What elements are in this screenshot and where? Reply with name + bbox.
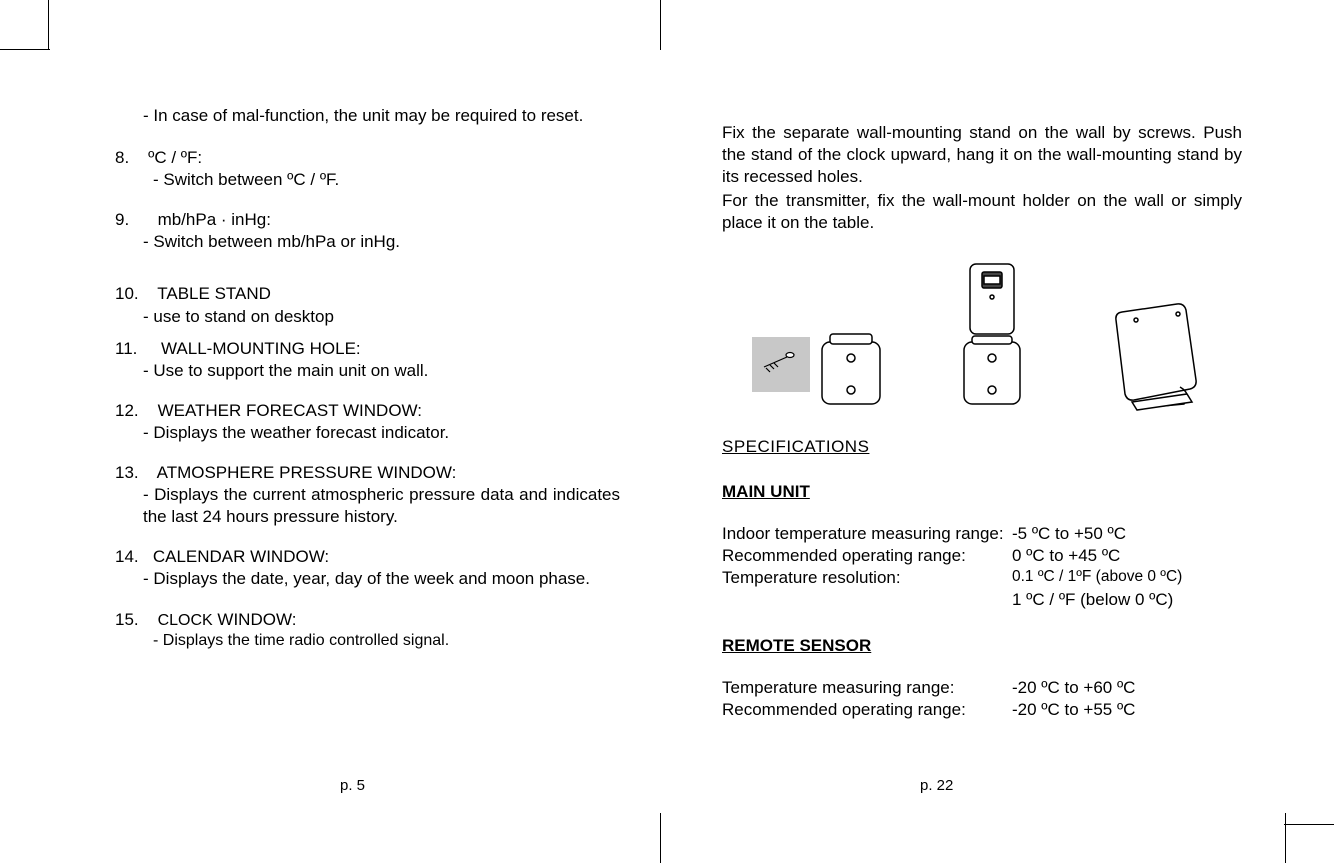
item-13-num: 13.: [115, 463, 139, 482]
item-10-sub: - use to stand on desktop: [143, 307, 334, 326]
unit-on-stand-icon: [1092, 302, 1212, 412]
spec-row: Temperature measuring range: -20 ºC to +…: [722, 677, 1242, 699]
content-left: - In case of mal-function, the unit may …: [115, 105, 620, 670]
spec-label: Temperature resolution:: [722, 567, 1012, 589]
page-right: Fix the separate wall-mounting stand on …: [660, 0, 1334, 863]
spec-value: 0.1 ºC / 1ºF (above 0 ºC): [1012, 567, 1242, 589]
spec-value: -5 ºC to +50 ºC: [1012, 523, 1242, 545]
item-11-sub: - Use to support the main unit on wall.: [143, 361, 428, 380]
spec-label: Indoor temperature measuring range:: [722, 523, 1012, 545]
crop-mark-br-v: [1285, 813, 1286, 863]
spec-row: Recommended operating range: -20 ºC to +…: [722, 699, 1242, 721]
item-12-sub: - Displays the weather forecast indicato…: [143, 423, 449, 442]
spec-label: [722, 589, 1012, 611]
page-left: - In case of mal-function, the unit may …: [0, 0, 660, 863]
spec-value: -20 ºC to +60 ºC: [1012, 677, 1242, 699]
remote-sensor-heading: REMOTE SENSOR: [722, 635, 1242, 657]
item-15-sub: - Displays the time radio controlled sig…: [153, 632, 449, 649]
spec-label: Temperature measuring range:: [722, 677, 1012, 699]
spec-value: 1 ºC / ºF (below 0 ºC): [1012, 589, 1242, 611]
page-number-right: p. 22: [920, 776, 953, 796]
item-13-sub: - Displays the current atmospheric press…: [143, 485, 620, 526]
spec-value: 0 ºC to +45 ºC: [1012, 545, 1242, 567]
item-11-num: 11.: [115, 339, 137, 358]
item-8-num: 8.: [115, 148, 129, 167]
item-15-title-b: WINDOW:: [213, 610, 297, 629]
item-14-title: CALENDAR WINDOW:: [153, 547, 329, 566]
item-10-num: 10.: [115, 284, 139, 303]
item-12-num: 12.: [115, 401, 139, 420]
item-14-sub: - Displays the date, year, day of the we…: [143, 569, 590, 588]
reset-note: - In case of mal-function, the unit may …: [143, 106, 583, 125]
main-unit-heading: MAIN UNIT: [722, 481, 1242, 503]
item-9-num: 9.: [115, 210, 129, 229]
item-11-title: WALL-MOUNTING HOLE:: [161, 339, 361, 358]
item-15-title-a: CLOCK: [158, 612, 213, 629]
item-13-title: ATMOSPHERE PRESSURE WINDOW:: [157, 463, 457, 482]
mounting-para-2: For the transmitter, fix the wall-mount …: [722, 190, 1242, 234]
mounting-para-1: Fix the separate wall-mounting stand on …: [722, 122, 1242, 188]
wall-bracket-with-screw-icon: [752, 312, 892, 412]
spec-label: Recommended operating range:: [722, 545, 1012, 567]
item-8-sub: - Switch between ºC / ºF.: [153, 170, 339, 189]
spec-label: Recommended operating range:: [722, 699, 1012, 721]
specifications-heading: SPECIFICATIONS: [722, 436, 1242, 458]
illustration-row: [722, 262, 1242, 412]
content-right: Fix the separate wall-mounting stand on …: [722, 122, 1242, 721]
item-14-num: 14.: [115, 547, 139, 566]
spec-row: 1 ºC / ºF (below 0 ºC): [722, 589, 1242, 611]
item-8-title: ºC / ºF:: [148, 148, 202, 167]
transmitter-icon: [942, 262, 1042, 412]
spec-row: Recommended operating range: 0 ºC to +45…: [722, 545, 1242, 567]
item-12-title: WEATHER FORECAST WINDOW:: [158, 401, 422, 420]
item-9-sub: - Switch between mb/hPa or inHg.: [143, 232, 400, 251]
item-15-num: 15.: [115, 610, 139, 629]
item-10-title: TABLE STAND: [157, 284, 271, 303]
spec-row: Indoor temperature measuring range: -5 º…: [722, 523, 1242, 545]
page-number-left: p. 5: [340, 776, 365, 796]
crop-mark-br-h: [1284, 824, 1334, 825]
item-9-title: mb/hPa · inHg:: [158, 210, 271, 229]
spec-value: -20 ºC to +55 ºC: [1012, 699, 1242, 721]
spec-row: Temperature resolution: 0.1 ºC / 1ºF (ab…: [722, 567, 1242, 589]
